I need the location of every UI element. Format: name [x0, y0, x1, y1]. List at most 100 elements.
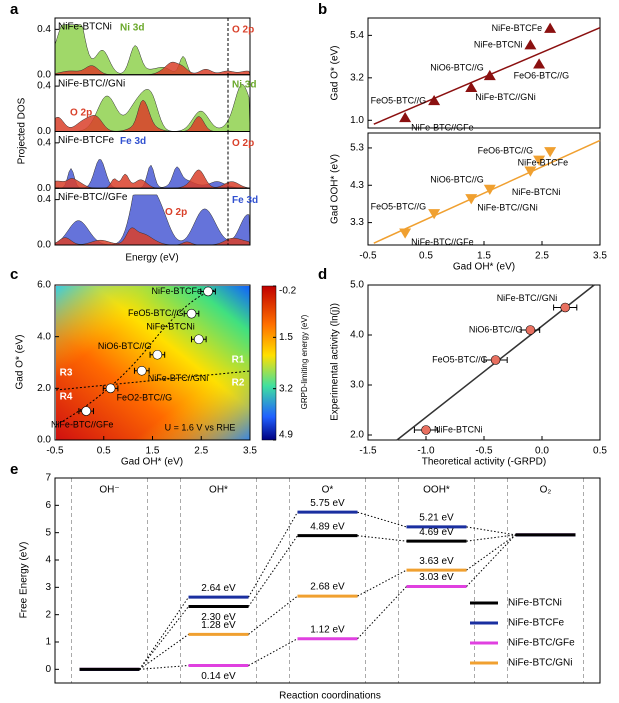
colorbar-tick-label: -0.2	[279, 286, 297, 297]
y-tick-label: 6.0	[37, 280, 51, 291]
y-tick-label: 4.3	[350, 180, 364, 191]
connector	[466, 534, 516, 587]
colorbar-tick-label: 3.2	[279, 383, 293, 394]
point-label: NiFe-BTC//GNi	[475, 92, 536, 102]
annotation: U = 1.6 V vs RHE	[165, 422, 236, 432]
point-label: NiO6-BTC//G	[430, 174, 484, 184]
panel-letter: e	[10, 461, 18, 478]
annotation: O 2p	[70, 107, 92, 118]
value-label: 3.03 eV	[419, 572, 454, 583]
boundary-line	[55, 289, 216, 426]
plot-frame	[54, 477, 601, 684]
point-label: FeO5-BTC//G	[371, 95, 427, 105]
x-tick-label: 2.5	[194, 446, 208, 457]
subpanel-label: NiFe-BTC//GNi	[58, 78, 125, 89]
point-label: NiFe-BTC//GNi	[477, 203, 538, 213]
x-tick-label: 0.5	[593, 446, 607, 457]
x-tick-label: -0.5	[359, 251, 377, 262]
y-axis-label: Gad O* (eV)	[15, 334, 26, 389]
y-tick-label: 4	[45, 555, 51, 566]
y-tick-label: 1	[45, 637, 51, 648]
annotation: Ni 3d	[120, 23, 144, 34]
dos-area	[54, 61, 251, 75]
x-tick-label: 3.5	[593, 251, 607, 262]
value-label: 4.89 eV	[310, 521, 345, 532]
subpanel-label: NiFe-BTCFe	[58, 135, 115, 146]
data-point	[428, 209, 441, 220]
y-tick-label: 3.0	[350, 380, 364, 391]
category-label: O*	[322, 485, 334, 496]
data-point	[203, 286, 213, 297]
y-tick-label: 2	[45, 609, 51, 620]
category-label: O₂	[540, 485, 552, 496]
dos-area	[54, 169, 251, 189]
connector	[139, 633, 189, 670]
y-tick-label: 0.0	[37, 183, 51, 194]
x-tick-label: 0.5	[97, 446, 111, 457]
data-point	[399, 228, 412, 239]
data-point	[544, 22, 557, 33]
region-label: R4	[60, 392, 73, 403]
category-label: OH*	[209, 485, 228, 496]
x-axis-label: Reaction coordinations	[279, 691, 381, 702]
subpanel-label: NiFe-BTCNi	[58, 22, 112, 33]
category-label: OH⁻	[99, 485, 119, 496]
region-label: R3	[60, 368, 73, 379]
y-tick-label: 2.0	[37, 383, 51, 394]
legend-label: NiFe-BTC/GNi	[508, 658, 572, 669]
x-tick-label: -1.5	[359, 446, 377, 457]
plot-frame	[367, 17, 601, 129]
point-label: NiFe-BTCNi	[434, 424, 483, 434]
data-point	[186, 308, 197, 319]
y-tick-label: 3.2	[350, 72, 364, 83]
connector	[466, 534, 516, 542]
data-point	[525, 325, 536, 335]
annotation: O 2p	[232, 138, 254, 149]
x-tick-label: -0.5	[475, 446, 493, 457]
point-label: NiFe-BTCFe	[518, 158, 569, 168]
data-point	[544, 147, 557, 158]
data-point	[533, 155, 546, 166]
point-label: NiFe-BTC//GFe	[411, 122, 474, 132]
point-label: FeO2-BTC//G	[117, 393, 173, 403]
y-tick-label: 4.0	[350, 330, 364, 341]
y-tick-label: 0.4	[37, 81, 51, 92]
point-label: FeO6-BTC//G	[514, 71, 570, 81]
value-label: 5.21 eV	[419, 513, 454, 524]
y-axis-label: Projected DOS	[17, 97, 28, 164]
y-tick-label: 0.0	[37, 435, 51, 446]
value-label: 1.28 eV	[201, 620, 236, 631]
panel-letter: c	[10, 266, 18, 283]
data-point	[152, 349, 163, 360]
connector	[357, 535, 407, 542]
y-tick-label: 5.0	[350, 280, 364, 291]
colorbar	[261, 285, 277, 441]
y-tick-label: 0.4	[37, 137, 51, 148]
point-label: FeO5-BTC//G	[128, 308, 184, 318]
value-label: 2.68 eV	[310, 582, 345, 593]
value-label: 3.63 eV	[419, 556, 454, 567]
region-label: R1	[232, 355, 245, 366]
point-label: NiFe-BTCFe	[152, 286, 203, 296]
y-tick-label: 5.4	[350, 30, 364, 41]
data-point	[105, 383, 116, 394]
annotation: Fe 3d	[232, 195, 258, 206]
connector	[248, 595, 298, 635]
value-label: 5.75 eV	[310, 498, 345, 509]
dos-area	[54, 194, 251, 246]
x-axis-label: Gad OH* (eV)	[453, 262, 515, 273]
annotation: Fe 3d	[120, 136, 146, 147]
point-label: NiO6-BTC//G	[469, 324, 523, 334]
value-label: 2.30 eV	[201, 612, 236, 623]
data-point	[428, 94, 441, 106]
connector	[139, 606, 189, 670]
point-label: NiFe-BTC//GNi	[497, 293, 558, 303]
fit-line	[373, 139, 601, 244]
y-axis-label: Experimental activity (ln(j))	[330, 303, 341, 421]
connector	[139, 596, 189, 670]
y-tick-label: 0.0	[37, 69, 51, 80]
y-tick-label: 0.0	[37, 126, 51, 137]
legend-label: NiFe-BTCFe	[508, 618, 565, 629]
data-point	[490, 355, 501, 365]
